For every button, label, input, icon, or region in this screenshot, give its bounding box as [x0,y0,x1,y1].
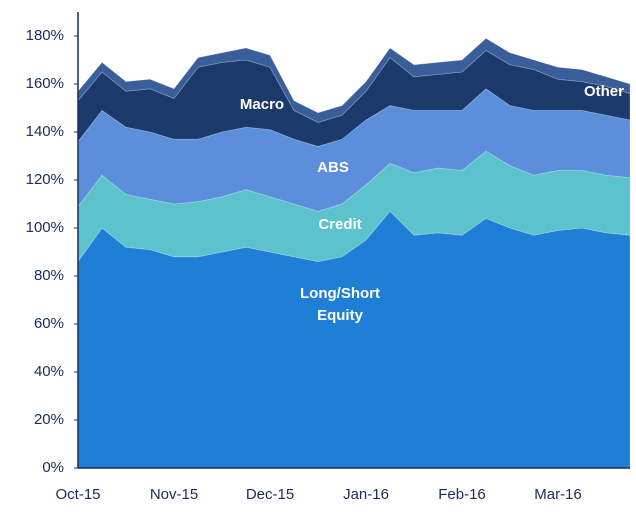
y-tick-label: 0% [42,459,64,476]
x-tick-label: Feb-16 [438,486,486,503]
series-label: ABS [317,159,349,176]
series-label: Long/Short Equity [300,285,380,324]
y-tick-label: 60% [34,315,64,332]
x-tick-label: Mar-16 [534,486,582,503]
y-tick-label: 140% [26,123,64,140]
x-tick-label: Oct-15 [55,486,100,503]
x-tick-label: Jan-16 [343,486,389,503]
y-tick-label: 180% [26,27,64,44]
x-tick-label: Nov-15 [150,486,198,503]
series-label: Other [583,83,624,100]
x-tick-label: Dec-15 [246,486,294,503]
y-tick-label: 80% [34,267,64,284]
y-tick-label: 20% [34,411,64,428]
y-tick-label: 160% [26,75,64,92]
y-tick-label: 120% [26,171,64,188]
area [77,37,631,123]
y-tick-label: 40% [34,363,64,380]
y-tick-label: 100% [26,219,64,236]
series-label: Credit [318,216,362,233]
series-label: Macro [239,96,285,113]
